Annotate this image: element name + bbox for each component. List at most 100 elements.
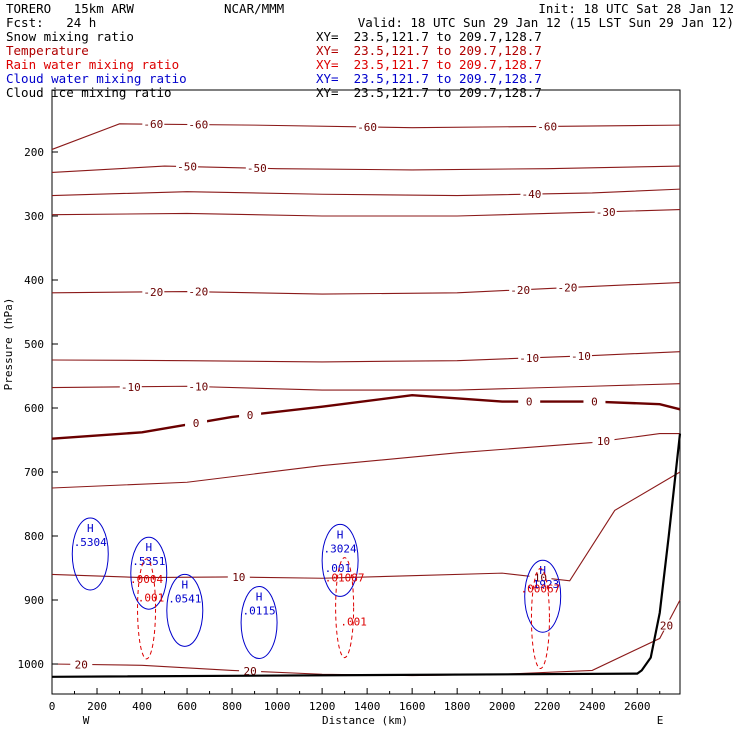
rain-contour <box>530 567 550 669</box>
xsec-temperature: XY= 23.5,121.7 to 209.7,128.7 <box>316 43 542 58</box>
isotherm-label: -10 <box>519 352 539 365</box>
x-tick-label: 400 <box>132 700 152 713</box>
x-axis-label: Distance (km) <box>322 714 408 727</box>
terrain-line <box>51 433 682 678</box>
model-label: TORERO 15km ARW <box>6 1 134 16</box>
isotherm-label-bg <box>239 665 262 677</box>
xsec-cloud-ice: XY= 23.5,121.7 to 209.7,128.7 <box>316 85 542 100</box>
field-cloud-water: Cloud water mixing ratio <box>6 71 187 86</box>
isotherm-label: 0 <box>591 396 598 409</box>
valid-time: Valid: 18 UTC Sun 29 Jan 12 (15 LST Sun … <box>357 15 734 30</box>
isotherm-label-bg <box>185 417 208 429</box>
isotherm-label-bg <box>518 395 541 407</box>
xsec-cloud-water: XY= 23.5,121.7 to 209.7,128.7 <box>316 71 542 86</box>
isotherm-label: -10 <box>571 350 591 363</box>
isotherm-line <box>51 599 681 677</box>
isotherm-label: 20 <box>75 658 88 671</box>
x-tick-label: 1000 <box>264 700 291 713</box>
isotherm-label: -30 <box>596 206 616 219</box>
y-tick-label: 500 <box>24 338 44 351</box>
isotherm-label-bg <box>592 435 615 447</box>
isotherm-label: -60 <box>357 121 377 134</box>
forecast-hour: Fcst: 24 h <box>6 15 97 30</box>
x-tick-label: 600 <box>177 700 197 713</box>
isotherm-label-bg <box>70 658 93 670</box>
cloud-water-max-value: .0541 <box>168 592 201 605</box>
rain-contour <box>137 558 157 660</box>
x-tick-label: 1200 <box>309 700 336 713</box>
y-tick-label: 700 <box>24 466 44 479</box>
cloud-water-max-marker: H <box>539 564 546 577</box>
y-tick-label: 600 <box>24 402 44 415</box>
plot-frame <box>51 89 681 695</box>
isotherm-label: -10 <box>121 381 141 394</box>
isotherm-label: 10 <box>232 571 245 584</box>
isotherm-label-bg <box>356 120 379 132</box>
isotherm-label: -20 <box>188 286 208 299</box>
isotherm-label: -60 <box>143 118 163 131</box>
isotherm-label-bg <box>520 188 543 200</box>
isotherm-line <box>51 165 681 174</box>
isotherm-line <box>51 123 681 150</box>
y-axis-label: Pressure (hPa) <box>2 298 15 391</box>
isotherms: -60 -60 -60 -60 -50 -50 -40 -30 -20 -20 -20 -20 -10 -… <box>51 118 681 678</box>
isotherm-label-bg <box>518 351 541 363</box>
isotherm-label: -10 <box>188 381 208 394</box>
isotherm-label-bg <box>119 380 142 392</box>
x-tick-label: 2600 <box>624 700 651 713</box>
cloud-water-max-marker: H <box>145 541 152 554</box>
isotherm-label: -60 <box>188 119 208 132</box>
rain-contour-label: .001 <box>138 591 165 604</box>
x-tick-label: 2400 <box>579 700 606 713</box>
isotherm-label-bg <box>594 205 617 217</box>
x-tick-label: 1400 <box>354 700 381 713</box>
isotherm-label: 20 <box>660 620 673 633</box>
isotherm-line <box>51 393 681 440</box>
isotherm-label-bg <box>655 619 678 631</box>
isotherm-label-bg <box>142 285 165 297</box>
field-temperature: Temperature <box>6 43 89 58</box>
xsec-rain: XY= 23.5,121.7 to 209.7,128.7 <box>316 57 542 72</box>
cloud-water-max-value: .5351 <box>132 555 165 568</box>
cloud-water-contour <box>71 517 109 591</box>
y-tick-label: 900 <box>24 594 44 607</box>
isotherm-label-bg <box>536 120 559 132</box>
cloud-water-max-marker: H <box>337 528 344 541</box>
x-tick-label: 1800 <box>444 700 471 713</box>
field-cloud-ice: Cloud ice mixing ratio <box>6 85 172 100</box>
cloud-water-max-marker: H <box>181 578 188 591</box>
isotherm-label-bg <box>142 118 165 130</box>
cloud-water-contour <box>240 585 278 659</box>
isotherm-label: -40 <box>522 188 542 201</box>
isotherm-label-bg <box>187 118 210 130</box>
isotherm-label-bg <box>187 285 210 297</box>
cloud-water-max-marker: H <box>256 590 263 603</box>
isotherm-label: -20 <box>558 282 578 295</box>
y-tick-label: 1000 <box>18 658 45 671</box>
west-end-label: W <box>83 714 90 727</box>
rain-max-value: .0004 <box>130 573 163 586</box>
y-tick-label: 800 <box>24 530 44 543</box>
isotherm-label-bg <box>187 380 210 392</box>
isotherm-label-bg <box>176 160 199 172</box>
cloud-water-contour <box>524 559 562 633</box>
x-tick-label: 0 <box>49 700 56 713</box>
isotherm-line <box>51 209 681 217</box>
isotherm-label: -60 <box>537 120 557 133</box>
center-label: NCAR/MMM <box>224 1 285 16</box>
isotherm-label: -20 <box>510 284 530 297</box>
rain-max-value: .00067 <box>521 582 561 595</box>
isotherm-label: 0 <box>193 417 200 430</box>
isotherm-line <box>51 188 681 197</box>
isotherm-label-bg <box>556 281 579 293</box>
y-tick-label: 200 <box>24 146 44 159</box>
cloud-water-max-value: .0115 <box>243 604 276 617</box>
isotherm-line <box>51 282 681 295</box>
isotherm-label-bg <box>245 162 268 174</box>
xsec-snow: XY= 23.5,121.7 to 209.7,128.7 <box>316 29 542 44</box>
isotherm-label: -50 <box>247 162 267 175</box>
x-tick-label: 1600 <box>399 700 426 713</box>
field-snow: Snow mixing ratio <box>6 29 134 44</box>
isotherm-label-bg <box>227 571 250 583</box>
